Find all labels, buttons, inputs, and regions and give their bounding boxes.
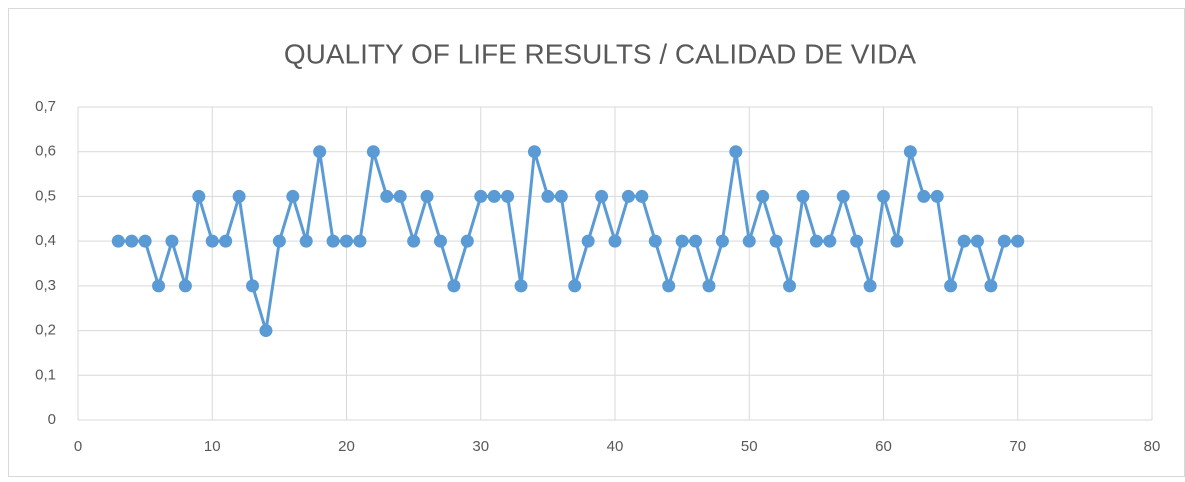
data-point (340, 234, 353, 248)
data-point (702, 279, 716, 293)
data-point (474, 189, 488, 203)
data-point (272, 234, 286, 248)
data-point (595, 189, 609, 203)
data-point (326, 234, 340, 248)
data-point (541, 189, 555, 203)
data-point (192, 189, 206, 203)
data-point (232, 189, 246, 203)
data-point (487, 189, 501, 203)
data-point (997, 234, 1011, 248)
data-point (313, 145, 327, 159)
data-point (165, 234, 179, 248)
x-tick-label: 70 (1009, 438, 1026, 455)
chart-frame (8, 8, 1185, 477)
chart-title: QUALITY OF LIFE RESULTS / CALIDAD DE VID… (284, 38, 917, 69)
y-tick-label: 0,2 (35, 322, 56, 339)
data-point (581, 234, 595, 248)
data-point (380, 189, 394, 203)
data-point (608, 234, 622, 248)
data-point (205, 234, 219, 248)
y-tick-label: 0,7 (35, 98, 56, 115)
x-tick-label: 20 (338, 438, 355, 455)
data-point (621, 189, 635, 203)
data-point (675, 234, 689, 248)
data-point (809, 234, 823, 248)
data-point (796, 189, 810, 203)
data-point (863, 279, 877, 293)
data-point (756, 189, 770, 203)
x-tick-label: 50 (741, 438, 758, 455)
x-tick-label: 30 (472, 438, 489, 455)
y-tick-label: 0,6 (35, 143, 56, 160)
data-point (648, 234, 662, 248)
data-point (970, 234, 984, 248)
data-point (783, 279, 797, 293)
data-point (890, 234, 904, 248)
data-point (769, 234, 783, 248)
data-point (125, 234, 139, 248)
y-tick-label: 0,1 (35, 366, 56, 383)
x-tick-label: 60 (875, 438, 892, 455)
data-point (635, 189, 649, 203)
data-point (393, 189, 407, 203)
data-point (420, 189, 434, 203)
data-point (447, 279, 461, 293)
y-tick-label: 0,4 (35, 232, 56, 249)
data-point (152, 279, 166, 293)
data-point (353, 234, 367, 248)
data-point (729, 145, 743, 159)
data-point (568, 279, 582, 293)
data-point (917, 189, 931, 203)
data-point (433, 234, 447, 248)
data-point (111, 234, 125, 248)
data-point (554, 189, 568, 203)
x-tick-label: 40 (607, 438, 624, 455)
data-point (407, 234, 421, 248)
x-tick-label: 10 (204, 438, 221, 455)
y-tick-label: 0,3 (35, 277, 56, 294)
data-point (138, 234, 152, 248)
data-point (1011, 234, 1025, 248)
data-point (259, 324, 273, 338)
data-point (366, 145, 380, 159)
data-point (715, 234, 729, 248)
data-point (903, 145, 917, 159)
data-point (930, 189, 944, 203)
data-point (178, 279, 192, 293)
data-point (246, 279, 260, 293)
data-point (219, 234, 233, 248)
series-line (118, 150, 1018, 333)
data-point (877, 189, 890, 203)
data-point (460, 234, 474, 248)
data-point (742, 234, 756, 248)
data-point (957, 234, 971, 248)
data-point (514, 279, 528, 293)
data-point (823, 234, 837, 248)
y-tick-label: 0,5 (35, 187, 56, 204)
y-tick-label: 0 (48, 411, 56, 428)
data-point (299, 234, 313, 248)
data-point (850, 234, 864, 248)
x-tick-label: 80 (1144, 438, 1161, 455)
data-point (944, 279, 958, 293)
data-point (662, 279, 676, 293)
x-tick-label: 0 (74, 438, 82, 455)
data-point (527, 145, 541, 159)
data-point (689, 234, 703, 248)
data-point (836, 189, 850, 203)
data-point (984, 279, 998, 293)
data-point (286, 189, 300, 203)
data-point (501, 189, 515, 203)
